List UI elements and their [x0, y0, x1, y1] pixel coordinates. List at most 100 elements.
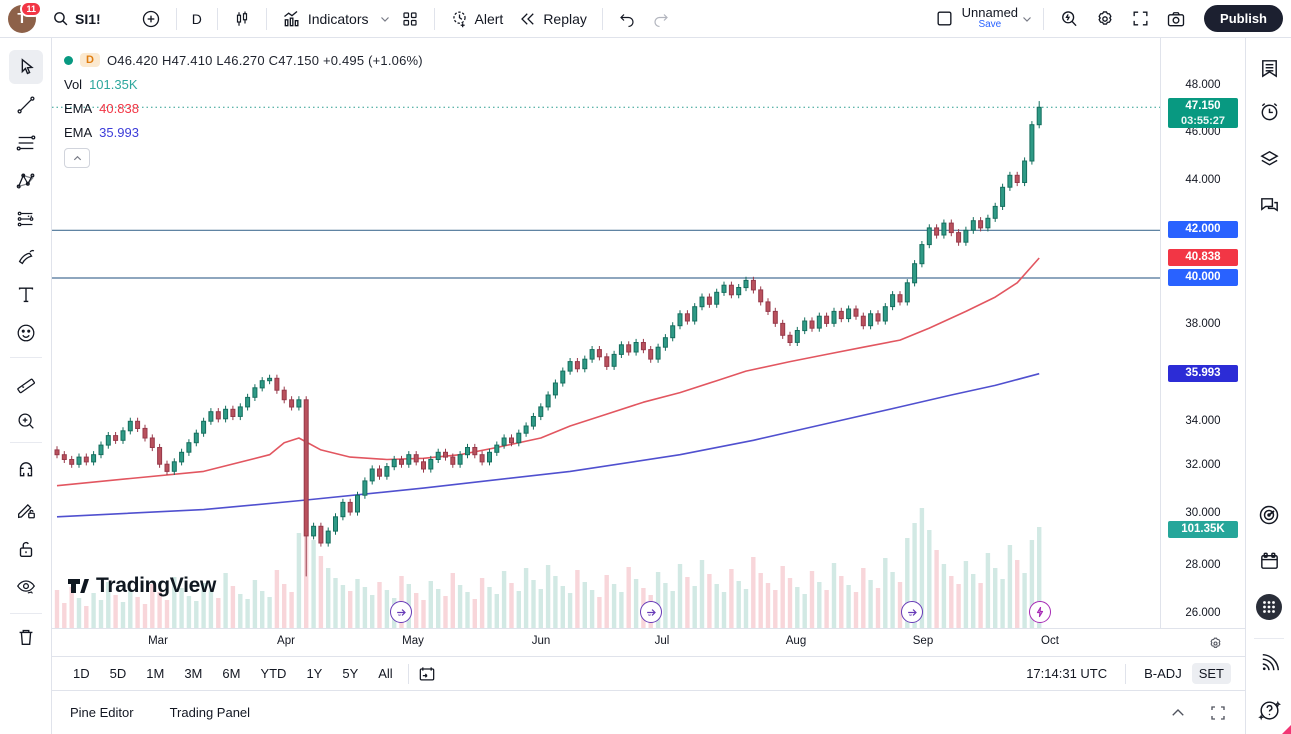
snapshot-button[interactable] [1158, 5, 1194, 33]
candle-body[interactable] [596, 349, 602, 358]
candle-body[interactable] [1029, 124, 1035, 162]
candle-body[interactable] [831, 310, 837, 324]
candle-body[interactable] [1022, 160, 1028, 183]
range-button-6m[interactable]: 6M [222, 666, 241, 681]
price-axis[interactable]: 48.000 46.000 44.000 38.000 34.000 32.000 30.0… [1160, 38, 1245, 628]
layout-select-button[interactable] [927, 5, 962, 32]
candle-body[interactable] [237, 406, 243, 417]
candle-body[interactable] [54, 449, 60, 456]
candle-body[interactable] [391, 459, 397, 468]
candle-body[interactable] [516, 432, 522, 444]
candle-body[interactable] [340, 501, 346, 518]
candle-body[interactable] [582, 358, 588, 370]
timeline-event-arrow-icon[interactable] [901, 601, 923, 623]
candle-body[interactable] [1014, 174, 1020, 184]
lock-drawings-tool[interactable] [9, 532, 43, 566]
candle-body[interactable] [76, 456, 82, 465]
candle-body[interactable] [281, 389, 287, 401]
candle-body[interactable] [135, 420, 141, 429]
drawing-mode-tool[interactable] [9, 493, 43, 527]
candle-body[interactable] [794, 330, 800, 343]
range-button-5d[interactable]: 5D [109, 666, 127, 681]
pine-editor-button[interactable]: Pine Editor [70, 705, 134, 720]
candle-body[interactable] [523, 425, 529, 434]
candle-body[interactable] [325, 530, 331, 544]
fib-tool[interactable] [9, 126, 43, 160]
candle-body[interactable] [91, 454, 97, 463]
candle-body[interactable] [347, 501, 353, 513]
fullscreen-button[interactable] [1123, 5, 1158, 32]
candle-body[interactable] [758, 289, 764, 303]
candle-body[interactable] [465, 447, 470, 456]
save-link[interactable]: Save [978, 19, 1002, 31]
timeline-event-bolt-icon[interactable] [1029, 601, 1051, 623]
candle-body[interactable] [706, 296, 712, 305]
trend-line-tool[interactable] [9, 88, 43, 122]
trading-panel-button[interactable]: Trading Panel [169, 705, 251, 720]
candle-body[interactable] [611, 353, 617, 367]
timeline-event-arrow-icon[interactable] [390, 601, 412, 623]
candle-body[interactable] [963, 229, 969, 243]
symbol-search-button[interactable]: SI1! [44, 6, 109, 31]
candle-body[interactable] [684, 313, 690, 322]
candle-body[interactable] [626, 344, 632, 353]
goto-date-icon[interactable] [417, 664, 437, 684]
price-plot[interactable] [52, 38, 1160, 628]
candle-body[interactable] [956, 232, 962, 243]
time-axis[interactable]: Mar Apr May Jun Jul Aug Sep Oct [52, 628, 1245, 656]
streams-button[interactable] [1252, 646, 1286, 680]
compare-add-button[interactable] [133, 5, 169, 33]
candle-body[interactable] [472, 447, 478, 456]
object-tree-button[interactable] [1252, 141, 1286, 175]
candle-body[interactable] [267, 377, 273, 382]
candle-body[interactable] [985, 217, 991, 229]
candle-body[interactable] [318, 525, 324, 544]
candle-body[interactable] [552, 382, 558, 396]
candle-body[interactable] [201, 420, 207, 434]
session-button[interactable]: SET [1191, 663, 1231, 684]
candle-body[interactable] [970, 220, 976, 231]
emoji-tool[interactable] [9, 316, 43, 350]
clock-utc[interactable]: 17:14:31 UTC [1026, 666, 1108, 681]
ema-fast-line[interactable] [56, 257, 1040, 487]
range-button-1d[interactable]: 1D [73, 666, 90, 681]
candle-body[interactable] [421, 461, 426, 470]
candle-body[interactable] [208, 411, 214, 422]
measure-tool[interactable] [9, 366, 43, 400]
candle-body[interactable] [193, 432, 199, 444]
candle-body[interactable] [1036, 106, 1042, 126]
indicator-templates-button[interactable] [393, 6, 427, 32]
candle-body[interactable] [897, 294, 903, 303]
candle-body[interactable] [934, 227, 940, 236]
price-axis-badge[interactable]: 42.000 [1168, 221, 1238, 238]
candle-body[interactable] [824, 315, 830, 324]
axis-settings-gear-icon[interactable] [1208, 636, 1223, 651]
candle-body[interactable] [501, 437, 507, 446]
candle-body[interactable] [296, 399, 302, 408]
candle-body[interactable] [772, 310, 778, 324]
replay-button[interactable]: Replay [511, 6, 595, 32]
timeline-event-arrow-icon[interactable] [640, 601, 662, 623]
candle-body[interactable] [560, 370, 566, 384]
volume-legend-row[interactable]: Vol 101.35K [64, 72, 423, 96]
candle-body[interactable] [443, 451, 448, 458]
alert-button[interactable]: Alert [442, 5, 512, 32]
legend-collapse-button[interactable] [64, 148, 90, 168]
candle-body[interactable] [259, 380, 265, 389]
apps-menu-button[interactable] [1252, 590, 1286, 624]
range-button-ytd[interactable]: YTD [260, 666, 287, 681]
candle-body[interactable] [487, 451, 492, 463]
brush-tool[interactable] [9, 240, 43, 274]
candle-body[interactable] [509, 437, 514, 444]
candle-body[interactable] [428, 459, 434, 470]
user-avatar[interactable]: T 11 [8, 0, 42, 33]
candle-body[interactable] [846, 308, 852, 320]
candle-body[interactable] [750, 279, 756, 291]
alerts-panel-button[interactable] [1252, 94, 1286, 128]
layout-dropdown-arrow[interactable] [1018, 9, 1036, 29]
candle-body[interactable] [413, 454, 419, 463]
candle-body[interactable] [589, 349, 595, 360]
hide-drawings-tool[interactable] [9, 570, 43, 604]
candle-body[interactable] [743, 279, 749, 289]
panel-collapse-icon[interactable] [1169, 704, 1187, 722]
